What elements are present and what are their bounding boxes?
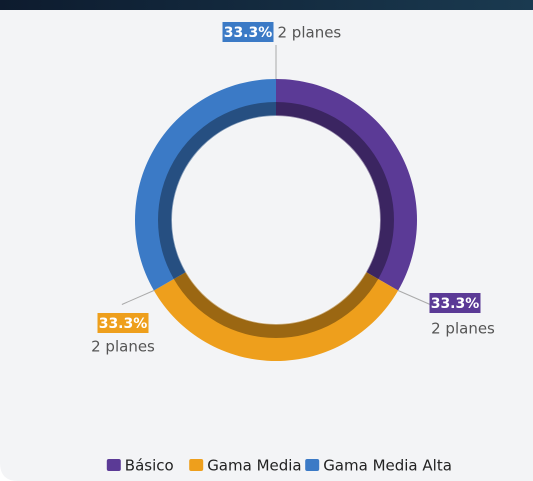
legend: Básico Gama Media Gama Media Alta (106, 457, 452, 475)
legend-label: Gama Media (207, 457, 301, 475)
slice (135, 79, 276, 291)
slice (276, 79, 417, 291)
legend-swatch (305, 459, 320, 471)
slice-shade (158, 102, 276, 279)
value-label: 33.3% (99, 316, 148, 332)
slice-shade (276, 102, 394, 279)
legend-swatch (106, 459, 121, 471)
top-bar (0, 0, 533, 10)
value-label: 33.3% (224, 25, 273, 41)
label-badge (97, 313, 149, 333)
legend-swatch (189, 459, 204, 471)
slice-shade (173, 272, 379, 338)
data-labels: 33.3% 2 planes 33.3% 2 planes 33.3% 2 planes (91, 22, 495, 356)
slice (153, 272, 399, 361)
legend-label: Gama Media Alta (323, 457, 452, 475)
inner-edge (171, 115, 381, 325)
donut (135, 79, 417, 361)
label-badge (429, 293, 481, 313)
value-label: 33.3% (431, 296, 480, 312)
legend-label: Básico (125, 457, 174, 475)
leader-line (397, 290, 431, 305)
sub-label: 2 planes (91, 338, 155, 356)
sub-label: 2 planes (278, 24, 342, 42)
label-badge (222, 22, 274, 42)
leader-line (121, 290, 155, 305)
sub-label: 2 planes (431, 320, 495, 338)
